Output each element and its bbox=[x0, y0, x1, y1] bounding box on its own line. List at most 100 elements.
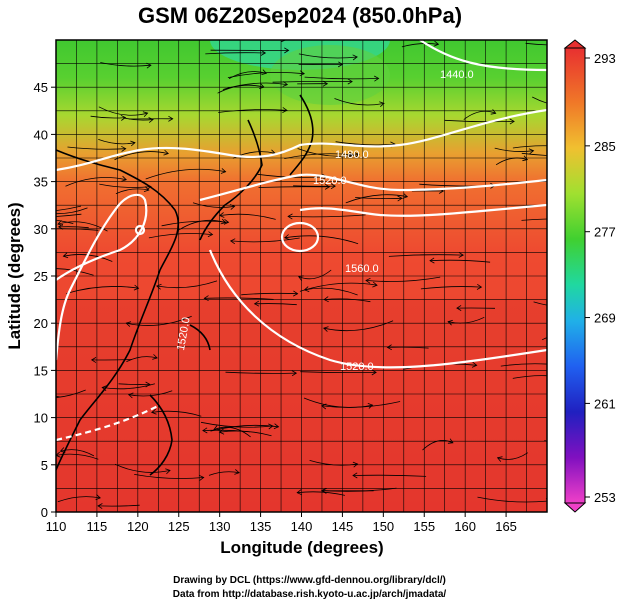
streamline bbox=[533, 301, 547, 306]
y-tick-label: 40 bbox=[34, 127, 48, 142]
colorbar-ticks: 293 285 277 269 261 253 bbox=[585, 51, 616, 505]
streamline bbox=[90, 115, 126, 119]
colorbar-scale bbox=[564, 47, 586, 504]
streamline-arrowhead bbox=[284, 47, 290, 54]
streamline bbox=[532, 96, 547, 104]
streamline bbox=[335, 141, 395, 146]
streamline-arrowhead bbox=[121, 175, 127, 182]
streamline bbox=[192, 202, 235, 208]
x-tick-label: 115 bbox=[87, 519, 108, 534]
streamline bbox=[495, 157, 528, 166]
x-tick-label: 160 bbox=[454, 519, 476, 534]
streamline bbox=[178, 219, 226, 231]
x-axis-ticks: 110 115 120 125 130 135 140 145 150 155 160 165 bbox=[46, 512, 517, 534]
y-tick-label: 30 bbox=[34, 222, 48, 237]
streamline-arrowhead bbox=[447, 319, 453, 326]
streamline-arrowhead bbox=[471, 361, 478, 368]
streamline-arrowhead bbox=[429, 257, 435, 264]
streamline-arrowhead bbox=[95, 494, 101, 501]
streamline bbox=[97, 504, 140, 507]
contour-dashed-south bbox=[56, 404, 161, 442]
streamline bbox=[218, 109, 287, 113]
contour-closed-high bbox=[280, 221, 320, 253]
streamline bbox=[288, 214, 366, 218]
streamline-arrowhead bbox=[552, 373, 557, 378]
streamline-arrowhead bbox=[125, 321, 132, 327]
streamline-arrowhead bbox=[367, 403, 374, 409]
streamline-arrowhead bbox=[589, 330, 594, 335]
streamline bbox=[222, 82, 288, 90]
streamline bbox=[56, 453, 99, 460]
streamline bbox=[56, 396, 61, 398]
streamline bbox=[56, 205, 82, 212]
streamline bbox=[56, 228, 99, 231]
y-tick-label: 35 bbox=[34, 175, 48, 190]
streamline-arrowhead bbox=[101, 385, 107, 392]
streamline bbox=[323, 320, 394, 332]
streamline bbox=[114, 151, 169, 161]
streamline-arrowhead bbox=[496, 456, 503, 462]
colorbar-top-arrow bbox=[563, 39, 587, 49]
streamline-arrowhead bbox=[143, 186, 150, 192]
streamline-arrowhead bbox=[458, 252, 464, 258]
streamline-arrowhead bbox=[509, 118, 515, 125]
streamline bbox=[241, 292, 298, 296]
streamline-arrowhead bbox=[348, 151, 355, 158]
streamline bbox=[387, 346, 429, 349]
height-contours bbox=[56, 40, 547, 442]
colorbar-tick-label: 277 bbox=[594, 225, 616, 240]
streamline-arrowhead bbox=[321, 487, 327, 494]
contour-label-6: 1520.0 bbox=[175, 316, 193, 351]
streamline bbox=[401, 43, 439, 48]
streamline bbox=[60, 449, 95, 457]
colorbar: 293 285 277 269 261 253 bbox=[563, 39, 616, 513]
streamline-arrowhead bbox=[163, 149, 169, 156]
streamline bbox=[134, 474, 204, 479]
streamline bbox=[56, 389, 86, 398]
streamline bbox=[99, 183, 152, 188]
streamline-arrowhead bbox=[220, 168, 227, 174]
streamline-arrowhead bbox=[284, 234, 290, 240]
streamline-arrowhead bbox=[142, 111, 149, 117]
contour-1440 bbox=[56, 108, 547, 172]
streamline bbox=[272, 80, 353, 83]
x-axis-label: Longitude (degrees) bbox=[220, 538, 383, 557]
coastline-asia bbox=[56, 149, 180, 471]
streamline-arrowhead bbox=[299, 70, 305, 77]
streamline-arrowhead bbox=[146, 184, 152, 190]
contour-label-2: 1480.0 bbox=[335, 149, 369, 161]
streamline-arrowhead bbox=[287, 213, 293, 220]
streamline-arrowhead bbox=[347, 78, 353, 85]
streamline bbox=[118, 383, 150, 385]
streamline bbox=[56, 207, 88, 215]
x-tick-label: 120 bbox=[127, 519, 149, 534]
streamline-arrowhead bbox=[223, 218, 230, 225]
streamline-arrowhead bbox=[402, 193, 409, 199]
streamline bbox=[303, 397, 373, 408]
streamline-arrowhead bbox=[456, 305, 462, 311]
streamline bbox=[521, 218, 547, 221]
streamline-arrowhead bbox=[59, 447, 66, 453]
streamline-arrowhead bbox=[397, 195, 403, 202]
streamline bbox=[284, 235, 359, 245]
streamline bbox=[115, 188, 149, 195]
streamline bbox=[126, 315, 192, 326]
streamline-arrowhead bbox=[145, 381, 151, 388]
streamline-arrowhead bbox=[330, 183, 336, 190]
streamline-arrowhead bbox=[372, 281, 378, 288]
streamline-arrowhead bbox=[234, 469, 240, 475]
contour-closed-low bbox=[134, 224, 146, 236]
streamline-arrowhead bbox=[203, 295, 209, 302]
colorbar-tick-label: 261 bbox=[594, 396, 616, 411]
streamline-arrowhead bbox=[323, 296, 329, 303]
streamline-arrowhead bbox=[282, 107, 288, 113]
streamline-arrowhead bbox=[253, 300, 260, 307]
streamline bbox=[512, 375, 547, 379]
streamline bbox=[500, 363, 547, 367]
credit-line-1: Drawing by DCL (https://www.gfd-dennou.o… bbox=[173, 575, 446, 586]
streamline bbox=[91, 359, 132, 361]
streamline-arrowhead bbox=[28, 394, 33, 399]
x-tick-label: 140 bbox=[291, 519, 313, 534]
streamline bbox=[213, 426, 251, 438]
y-tick-label: 20 bbox=[34, 316, 48, 331]
